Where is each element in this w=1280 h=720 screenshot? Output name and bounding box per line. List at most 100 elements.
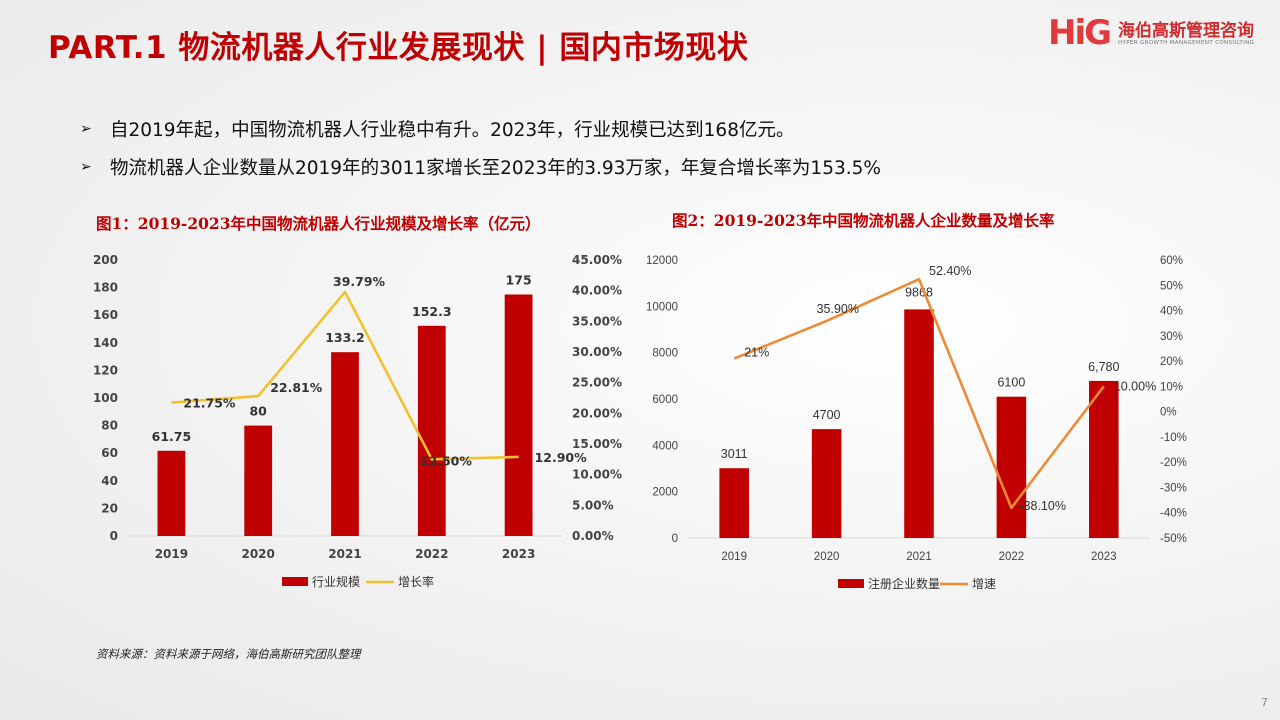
x-axis-tick-label: 2022 xyxy=(999,551,1025,563)
y2-axis-tick-label: 25.00% xyxy=(572,376,622,390)
source-note: 资料来源：资料来源于网络，海伯高斯研究团队整理 xyxy=(96,647,361,661)
page-title: PART.1 物流机器人行业发展现状 | 国内市场现状 xyxy=(48,30,749,66)
legend-line-label: 增速 xyxy=(972,577,996,591)
bar xyxy=(1089,380,1119,538)
x-axis-tick-label: 2022 xyxy=(415,547,448,561)
y2-axis-tick-label: 5.00% xyxy=(572,498,614,512)
bar-data-label: 175 xyxy=(506,273,532,288)
line-data-label: -38.10% xyxy=(1019,499,1066,513)
bar xyxy=(904,309,934,538)
y-axis-tick-label: 8000 xyxy=(652,348,678,360)
line-data-label: 12.50% xyxy=(420,453,473,468)
legend-bar-label: 注册企业数量 xyxy=(868,576,940,591)
line-data-label: 35.90% xyxy=(817,302,859,316)
brand-logo: HiG 海伯高斯管理咨询 HYPER GROWTH MANAGEMENT CON… xyxy=(1048,14,1273,54)
y-axis-tick-label: 80 xyxy=(101,419,118,433)
bar-data-label: 152.3 xyxy=(412,304,452,319)
y2-axis-tick-label: 60% xyxy=(1160,255,1183,267)
y2-axis-tick-label: 20.00% xyxy=(572,406,622,420)
growth-line xyxy=(171,290,519,461)
chart1-title: 图1：2019-2023年中国物流机器人行业规模及增长率（亿元） xyxy=(96,214,541,233)
bar xyxy=(417,325,446,536)
bar-data-label: 3011 xyxy=(721,447,748,461)
y-axis-tick-label: 0 xyxy=(672,533,678,545)
y2-axis-tick-label: 10.00% xyxy=(572,468,622,482)
y-axis-tick-label: 20 xyxy=(101,501,118,515)
legend-bar-swatch xyxy=(282,577,308,586)
y-axis-tick-label: 140 xyxy=(93,336,118,350)
x-axis-tick-label: 2021 xyxy=(906,551,932,563)
y-axis-tick-label: 10000 xyxy=(646,301,678,313)
y2-axis-tick-label: 45.00% xyxy=(572,253,622,267)
bar-data-label: 6100 xyxy=(997,376,1025,390)
bullet-item: ➢ 物流机器人企业数量从2019年的3011家增长至2023年的3.93万家，年… xyxy=(80,148,881,186)
x-axis-tick-label: 2020 xyxy=(814,551,840,563)
bar-data-label: 6,780 xyxy=(1088,360,1119,374)
line-data-label: 22.81% xyxy=(270,380,323,395)
y-axis-tick-label: 180 xyxy=(93,281,118,295)
y2-axis-tick-label: -10% xyxy=(1160,432,1187,444)
y-axis-tick-label: 100 xyxy=(93,391,118,405)
y2-axis-tick-label: -50% xyxy=(1160,533,1187,545)
bar-data-label: 9868 xyxy=(905,285,933,299)
x-axis-tick-label: 2019 xyxy=(721,551,747,563)
y2-axis-tick-label: 30% xyxy=(1160,331,1183,343)
x-axis-tick-label: 2020 xyxy=(241,547,274,561)
y2-axis-tick-label: -40% xyxy=(1160,508,1187,520)
y-axis-tick-label: 160 xyxy=(93,308,118,322)
bar-data-label: 4700 xyxy=(813,408,841,422)
y2-axis-tick-label: -30% xyxy=(1160,482,1187,494)
logo-cn-text: 海伯高斯管理咨询 xyxy=(1118,21,1254,41)
bar-data-label: 61.75 xyxy=(152,429,192,444)
logo-mark-icon: HiG xyxy=(1048,13,1112,53)
y2-axis-tick-label: 40.00% xyxy=(572,284,622,298)
bullet-text: 自2019年起，中国物流机器人行业稳中有升。2023年，行业规模已达到168亿元… xyxy=(110,120,795,141)
y2-axis-tick-label: 15.00% xyxy=(572,437,622,451)
chart2-title: 图2：2019-2023年中国物流机器人企业数量及增长率 xyxy=(672,211,1055,230)
bar xyxy=(331,352,359,536)
line-data-label: 12.90% xyxy=(535,450,588,465)
y2-axis-tick-label: 10% xyxy=(1160,381,1183,393)
bar-data-label: 80 xyxy=(249,404,267,419)
y2-axis-tick-label: 20% xyxy=(1160,356,1183,368)
y2-axis-tick-label: 0.00% xyxy=(572,529,614,543)
y2-axis-tick-label: 40% xyxy=(1160,306,1183,318)
y-axis-tick-label: 40 xyxy=(101,474,118,488)
y-axis-tick-label: 4000 xyxy=(652,440,678,452)
y-axis-tick-label: 200 xyxy=(93,253,118,267)
bar-data-label: 133.2 xyxy=(325,330,365,345)
line-data-label: 39.79% xyxy=(333,274,386,289)
bar xyxy=(811,429,842,538)
bullet-text: 物流机器人企业数量从2019年的3011家增长至2023年的3.93万家，年复合… xyxy=(110,158,881,179)
y2-axis-tick-label: -20% xyxy=(1160,457,1187,469)
y2-axis-tick-label: 35.00% xyxy=(572,314,622,328)
y-axis-tick-label: 60 xyxy=(101,446,118,460)
legend-line-label: 增长率 xyxy=(398,574,434,589)
line-data-label: 21.75% xyxy=(183,396,236,411)
line-data-label: 10.00% xyxy=(1114,379,1156,393)
legend-bar-swatch xyxy=(838,579,864,588)
y-axis-tick-label: 12000 xyxy=(646,255,678,267)
line-data-label: 52.40% xyxy=(929,264,971,278)
y-axis-tick-label: 2000 xyxy=(652,487,678,499)
y2-axis-tick-label: 30.00% xyxy=(572,345,622,359)
bar xyxy=(157,450,186,536)
x-axis-tick-label: 2023 xyxy=(1091,551,1117,563)
y2-axis-tick-label: 0% xyxy=(1160,407,1177,419)
arrow-bullet-icon: ➢ xyxy=(80,121,92,137)
bar xyxy=(719,468,749,538)
bar xyxy=(996,396,1027,538)
legend-bar-label: 行业规模 xyxy=(312,574,360,589)
x-axis-tick-label: 2023 xyxy=(502,547,535,561)
arrow-bullet-icon: ➢ xyxy=(80,159,92,175)
y-axis-tick-label: 120 xyxy=(93,363,118,377)
logo-en-text: HYPER GROWTH MANAGEMENT CONSULTING xyxy=(1118,40,1255,46)
x-axis-tick-label: 2019 xyxy=(155,547,188,561)
y2-axis-tick-label: 50% xyxy=(1160,280,1183,292)
bar xyxy=(504,294,533,536)
bullet-item: ➢ 自2019年起，中国物流机器人行业稳中有升。2023年，行业规模已达到168… xyxy=(80,110,881,148)
growth-line xyxy=(733,277,1105,510)
y-axis-tick-label: 6000 xyxy=(652,394,678,406)
